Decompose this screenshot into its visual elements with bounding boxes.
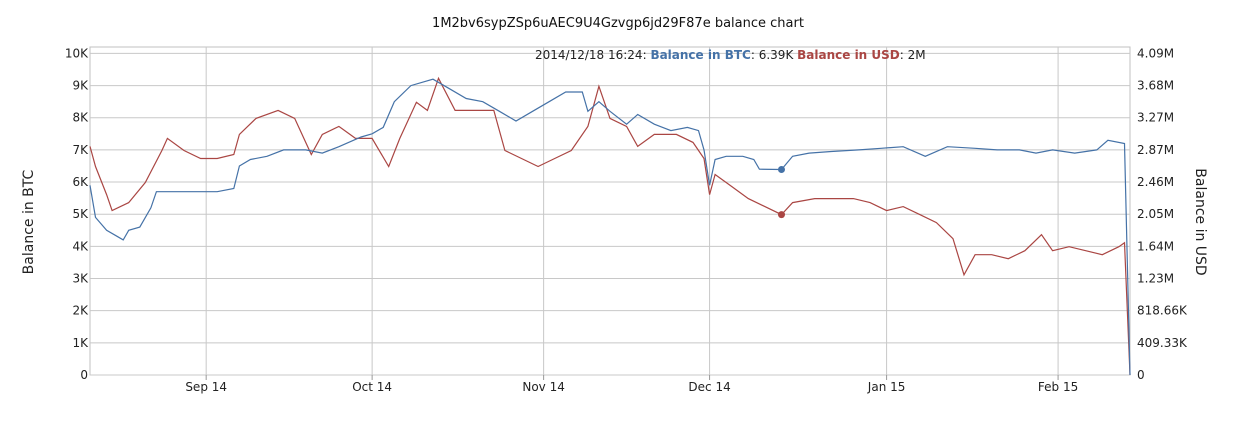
left-tick-label: 7K: [72, 143, 89, 157]
right-tick-label: 2.05M: [1137, 207, 1174, 221]
left-tick-label: 1K: [72, 336, 89, 350]
series-line-usd: [89, 76, 1131, 376]
series-lines: [89, 76, 1131, 376]
series-line-btc: [89, 78, 1131, 376]
right-axis-label: Balance in USD: [1192, 168, 1208, 275]
right-tick-label: 0: [1137, 368, 1145, 382]
legend-usd-label: Balance in USD: [797, 48, 900, 62]
tooltip-legend: 2014/12/18 16:24: Balance in BTC: 6.39K …: [535, 48, 926, 62]
left-tick-label: 0: [80, 368, 88, 382]
x-tick-label: Jan 15: [867, 380, 906, 394]
legend-btc-label: Balance in BTC: [650, 48, 751, 62]
tooltip-date: 2014/12/18 16:24: [535, 48, 643, 62]
left-axis-label: Balance in BTC: [21, 169, 37, 274]
hover-marker-btc: [777, 166, 785, 174]
x-tick-label: Sep 14: [185, 380, 227, 394]
left-tick-label: 8K: [72, 111, 89, 125]
legend-usd-value: 2M: [908, 48, 926, 62]
right-tick-label: 818.66K: [1137, 304, 1188, 318]
left-tick-label: 3K: [72, 272, 89, 286]
left-tick-label: 6K: [72, 175, 89, 189]
legend-btc-value: 6.39K: [759, 48, 795, 62]
x-tick-label: Nov 14: [522, 380, 565, 394]
plot-border: [89, 46, 1131, 376]
right-tick-label: 2.87M: [1137, 143, 1174, 157]
right-tick-label: 1.64M: [1137, 239, 1174, 253]
left-axis-ticks: 0 1K 2K 3K 4K 5K 6K 7K 8K 9K 10K: [65, 46, 89, 382]
chart-title: 1M2bv6sypZSp6uAEC9U4Gzvgp6jd29F87e balan…: [432, 16, 804, 31]
vertical-gridlines: [205, 47, 1059, 375]
right-tick-label: 2.46M: [1137, 175, 1174, 189]
x-tick-label: Oct 14: [352, 380, 392, 394]
right-tick-label: 3.27M: [1137, 111, 1174, 125]
right-tick-label: 3.68M: [1137, 79, 1174, 93]
x-tick-label: Feb 15: [1038, 380, 1078, 394]
right-axis-ticks: 0 409.33K 818.66K 1.23M 1.64M 2.05M 2.46M 2.87M…: [1137, 46, 1188, 382]
left-tick-label: 9K: [72, 79, 89, 93]
left-tick-label: 4K: [72, 239, 89, 253]
plot-area: [89, 46, 1131, 376]
hover-marker-usd: [777, 211, 785, 219]
right-tick-label: 409.33K: [1137, 336, 1188, 350]
x-axis-ticks: Sep 14 Oct 14 Nov 14 Dec 14 Jan 15 Feb 15: [185, 375, 1078, 394]
left-tick-label: 5K: [72, 207, 89, 221]
left-tick-label: 10K: [65, 46, 89, 60]
right-tick-label: 1.23M: [1137, 272, 1174, 286]
x-tick-label: Dec 14: [688, 380, 730, 394]
left-tick-label: 2K: [72, 304, 89, 318]
right-tick-label: 4.09M: [1137, 46, 1174, 60]
